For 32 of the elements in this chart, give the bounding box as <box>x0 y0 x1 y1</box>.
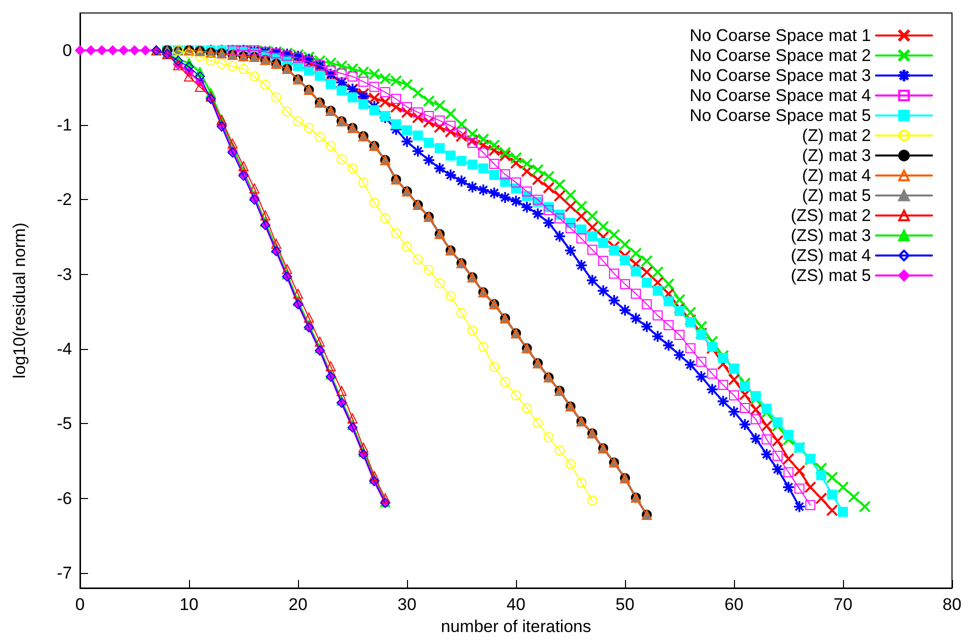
x-tick-label: 70 <box>834 595 852 614</box>
x-tick-label: 80 <box>942 595 962 614</box>
x-axis-title: number of iterations <box>440 617 592 636</box>
y-tick-label: 0 <box>62 40 72 60</box>
y-tick-label: -1 <box>56 116 72 135</box>
x-tick-label: 20 <box>288 595 308 614</box>
legend-label: (Z) mat 2 <box>802 126 871 145</box>
y-tick-label: -3 <box>56 264 72 284</box>
x-tick-label: 60 <box>724 595 744 614</box>
legend-label: (Z) mat 5 <box>802 186 871 205</box>
legend-label: No Coarse Space mat 1 <box>690 26 871 45</box>
legend-label: No Coarse Space mat 3 <box>690 66 871 85</box>
legend-label: (ZS) mat 4 <box>790 246 871 265</box>
y-tick-label: -6 <box>56 488 72 508</box>
legend-label: (ZS) mat 5 <box>790 266 871 285</box>
x-tick-label: 50 <box>616 595 634 614</box>
x-tick-label: 10 <box>180 595 198 614</box>
y-tick-label: -2 <box>56 190 72 210</box>
legend-label: (ZS) mat 3 <box>790 226 871 245</box>
y-tick-label: -4 <box>56 340 72 359</box>
legend-label: (ZS) mat 2 <box>790 206 871 225</box>
x-tick-label: 0 <box>75 595 85 614</box>
x-tick-label: 40 <box>506 595 526 614</box>
legend-label: No Coarse Space mat 2 <box>690 46 871 65</box>
y-axis-title: log10(residual norm) <box>10 222 29 378</box>
legend-label: No Coarse Space mat 5 <box>690 106 871 125</box>
legend-label: No Coarse Space mat 4 <box>690 86 871 105</box>
y-tick-label: -5 <box>56 414 72 434</box>
legend-label: (Z) mat 4 <box>802 166 871 185</box>
legend-label: (Z) mat 3 <box>802 146 871 165</box>
y-tick-label: -7 <box>56 564 72 583</box>
x-tick-label: 30 <box>398 595 416 614</box>
